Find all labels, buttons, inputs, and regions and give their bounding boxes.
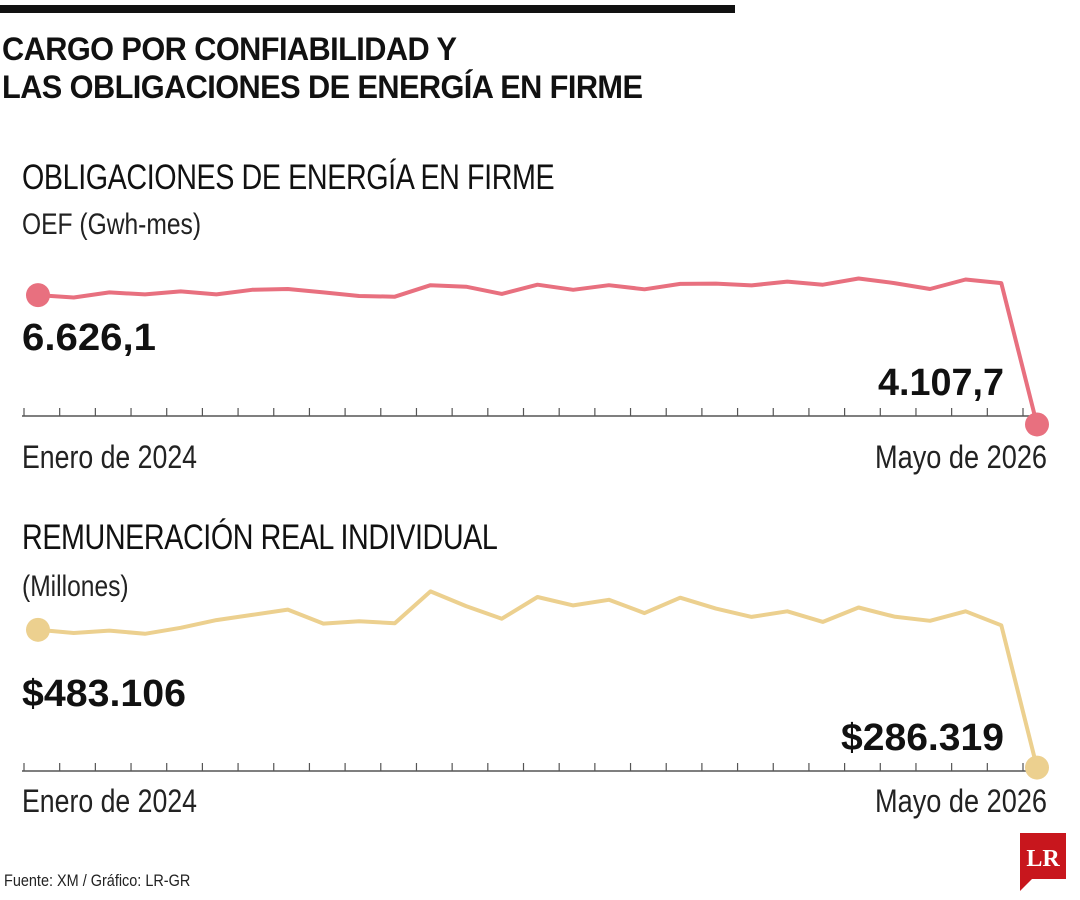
- end-point-marker: [1025, 755, 1049, 780]
- start-point-marker: [26, 283, 50, 308]
- oef-chart-title: OBLIGACIONES DE ENERGÍA EN FIRME: [22, 158, 555, 197]
- series-line: [36, 589, 1039, 770]
- oef-line-chart: 6.626,1 4.107,7 Enero de 2024 Mayo de 2026: [22, 276, 1049, 475]
- series-line: [36, 276, 1039, 427]
- x-axis-start-label: Enero de 2024: [22, 783, 197, 819]
- end-value-label: 4.107,7: [878, 362, 1004, 404]
- oef-chart-subtitle: OEF (Gwh-mes): [22, 208, 202, 241]
- source-note: Fuente: XM / Gráfico: LR-GR: [4, 871, 191, 890]
- start-value-label: 6.626,1: [22, 317, 156, 359]
- end-point-marker: [1025, 412, 1049, 437]
- remuneracion-line-chart: $483.106 $286.319 Enero de 2024 Mayo de 202…: [22, 589, 1049, 819]
- x-axis-start-label: Enero de 2024: [22, 439, 197, 475]
- start-value-label: $483.106: [22, 673, 186, 715]
- lr-logo: LR: [1020, 833, 1066, 891]
- main-title-line-2: LAS OBLIGACIONES DE ENERGÍA EN FIRME: [2, 69, 643, 105]
- start-point-marker: [26, 617, 50, 642]
- lr-logo-text: LR: [1026, 846, 1060, 872]
- main-title: CARGO POR CONFIABILIDAD Y LAS OBLIGACION…: [2, 30, 643, 106]
- x-axis-end-label: Mayo de 2026: [875, 439, 1047, 475]
- x-axis-end-label: Mayo de 2026: [875, 783, 1047, 819]
- remuneracion-chart-title: REMUNERACIÓN REAL INDIVIDUAL: [22, 518, 498, 557]
- end-value-label: $286.319: [841, 717, 1004, 759]
- main-title-line-1: CARGO POR CONFIABILIDAD Y: [2, 31, 457, 67]
- top-rule: [0, 5, 735, 13]
- remuneracion-chart-subtitle: (Millones): [22, 570, 129, 603]
